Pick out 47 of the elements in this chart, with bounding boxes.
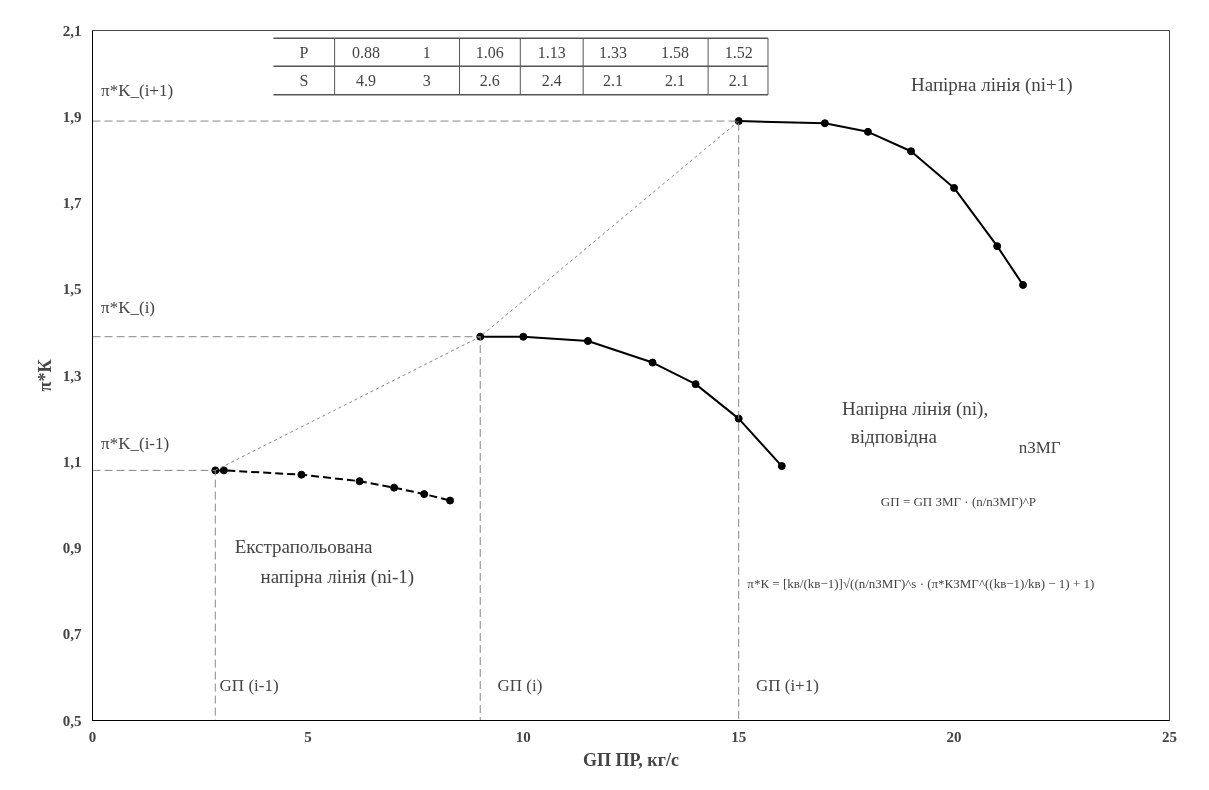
annotation: 1	[422, 43, 431, 61]
x-tick-label: 10	[515, 728, 531, 745]
y-tick-label: 2,1	[62, 22, 82, 39]
x-tick-label: 0	[88, 728, 97, 745]
annotation: GП = GП ЗМГ · (n/nЗМГ)^P	[880, 494, 1037, 510]
x-tick-label: 25	[1162, 728, 1177, 745]
annotation: 1.58	[660, 43, 689, 61]
annotation: Напірна лінія (ni),	[842, 397, 989, 420]
x-tick-label: 15	[731, 728, 747, 745]
y-tick-label: 1,3	[62, 367, 82, 384]
annotation: GП (i-1)	[219, 675, 279, 695]
y-tick-label: 0,5	[62, 712, 82, 729]
annotation: 2.1	[602, 72, 623, 90]
annotation: GП (i)	[497, 675, 543, 695]
annotation: Екстрапольована	[234, 535, 374, 557]
y-axis-title: π*К	[34, 359, 55, 392]
annotation: 1.33	[598, 43, 627, 61]
y-tick-label: 0,9	[62, 540, 82, 556]
annotation: π*K_(i+1)	[101, 80, 174, 100]
annotation: 2.4	[541, 72, 562, 90]
x-axis-title: GП ПР, кг/с	[583, 749, 679, 770]
x-tick-label: 20	[946, 728, 962, 745]
annotation: π*K_(i)	[101, 298, 156, 318]
y-tick-label: 1,5	[62, 281, 82, 298]
x-tick-label: 5	[304, 728, 312, 745]
annotation: 0.88	[352, 43, 381, 61]
y-tick-label: 0,7	[62, 626, 82, 643]
annotation: напірна лінія (ni-1)	[260, 565, 415, 588]
annotation: 4.9	[356, 72, 377, 90]
annotation: S	[299, 72, 309, 90]
annotation: π*K_(i-1)	[101, 434, 170, 454]
annotation: 2.1	[664, 72, 685, 90]
annotation: Напірна лінія (ni+1)	[911, 74, 1073, 97]
y-tick-label: 1,1	[62, 453, 82, 470]
annotation: 1.06	[475, 43, 504, 61]
annotation: 3	[422, 72, 431, 90]
annotation: відповідна	[850, 425, 938, 447]
annotation: 2.6	[479, 72, 500, 90]
annotation: P	[299, 43, 309, 61]
annotation: 2.1	[728, 72, 749, 90]
annotation: nЗМГ	[1018, 438, 1061, 458]
annotation: π*К = [kв/(kв−1)]√((n/nЗМГ)^s · (π*КЗМГ^((kв−1)/kв) − 1) + 1)	[747, 576, 1095, 592]
annotation: 1.13	[537, 43, 566, 61]
annotation: 1.52	[724, 43, 753, 61]
y-tick-label: 1,9	[62, 108, 82, 125]
y-tick-label: 1,7	[62, 195, 82, 211]
annotation: GП (i+1)	[755, 675, 819, 695]
